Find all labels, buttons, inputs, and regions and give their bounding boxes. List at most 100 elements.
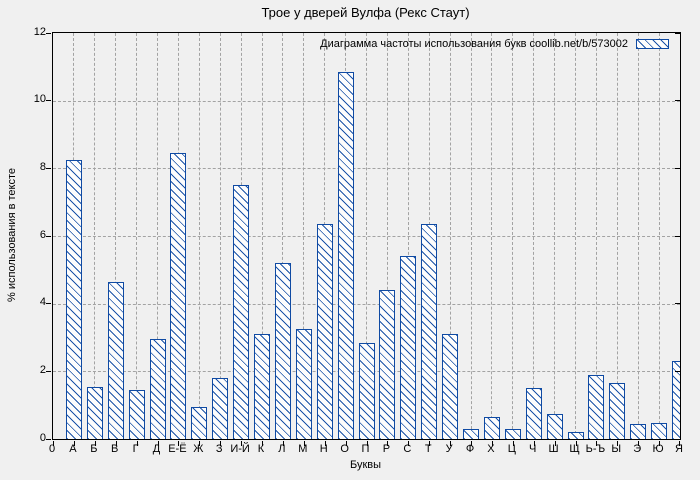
x-tick [596,441,598,446]
x-gridline [303,33,305,439]
x-gridline [595,33,597,439]
x-tick [324,441,326,446]
x-tick-label: К [257,443,265,455]
x-tick-label: Л [278,443,286,455]
x-gridline [533,33,535,439]
bar [233,185,250,439]
bar [149,339,166,439]
x-tick [491,441,493,446]
y-tick-label: 12 [33,25,46,38]
x-tick [199,441,201,446]
x-tick [220,441,222,446]
x-tick-label: 0 [48,443,56,455]
y-tick-label: 0 [39,431,46,444]
x-gridline [658,33,660,439]
x-gridline [198,33,200,439]
x-tick-label: Е-Ё [168,443,187,455]
bar [672,361,680,439]
x-tick [94,441,96,446]
x-tick [73,441,75,446]
x-gridline [94,33,96,439]
x-tick-label: Х [487,443,495,455]
bar [379,290,396,439]
x-tick [429,441,431,446]
x-gridline [366,33,367,439]
x-tick-label: Д [152,443,161,455]
x-gridline [575,33,576,439]
y-tick-mirror [675,303,680,305]
x-gridline [449,33,451,439]
bar [400,256,417,439]
x-tick-label: Н [319,443,328,455]
x-gridline [554,33,556,439]
bar [421,224,438,439]
x-gridline [637,33,639,439]
x-tick-label: У [445,443,453,455]
x-tick-label: Э [633,443,642,455]
x-tick-label: Ц [507,443,516,455]
x-tick [115,441,117,446]
bar [191,406,208,439]
plot-area: Диаграмма частоты использования букв coo… [46,32,681,446]
x-gridline [282,33,284,439]
x-gridline [470,33,472,439]
x-gridline [386,33,388,439]
y-tick [46,303,51,305]
bar [358,342,375,439]
x-tick-label: Ь-Ъ [585,443,606,455]
x-tick [554,441,556,446]
y-tick-mirror [675,32,680,34]
x-axis-label: Буквы [349,459,382,471]
x-gridline [261,33,263,439]
y-tick-label: 8 [39,160,46,173]
x-tick [471,441,472,446]
bar [170,153,187,439]
y-tick-mirror [675,235,680,237]
x-tick [575,441,577,446]
x-gridline [512,33,514,439]
x-tick [408,441,410,446]
x-tick-label: О [340,443,349,455]
bar [504,428,521,439]
x-gridline [219,33,221,439]
bar [316,224,333,439]
x-tick [679,441,680,446]
x-gridline [407,33,409,439]
y-tick-label: 4 [39,296,46,309]
x-tick-label: Г [132,443,139,455]
y-tick-label: 10 [33,93,46,106]
x-tick [617,441,619,446]
x-tick [387,441,389,446]
x-tick [282,441,284,446]
bar [274,263,291,439]
x-tick [345,441,347,446]
bar [86,386,103,439]
x-tick-label: М [298,443,308,455]
x-gridline [157,33,158,439]
x-gridline [491,33,493,439]
x-tick [659,441,661,446]
bar [295,329,312,439]
x-tick-label: Р [382,443,391,455]
y-tick [46,32,51,34]
x-tick-label: Т [424,443,432,455]
bar [128,389,145,439]
x-tick-label: С [403,443,412,455]
x-tick [178,441,180,446]
x-tick-label: Ю [652,443,664,455]
x-tick [136,441,138,446]
y-tick [46,235,51,237]
x-tick-label: И-Й [230,443,250,455]
x-tick-label: Ф [465,443,475,455]
x-tick [512,441,514,446]
x-tick [638,441,640,446]
x-tick-label: З [215,443,223,455]
x-tick-label: Ы [611,443,622,455]
bar [525,388,542,439]
x-gridline [616,33,618,439]
chart-title: Трое у дверей Вулфа (Рекс Стаут) [261,5,470,20]
x-tick-label: Я [675,443,683,455]
y-tick-label: 6 [39,228,46,241]
y-tick-mirror [675,438,680,440]
